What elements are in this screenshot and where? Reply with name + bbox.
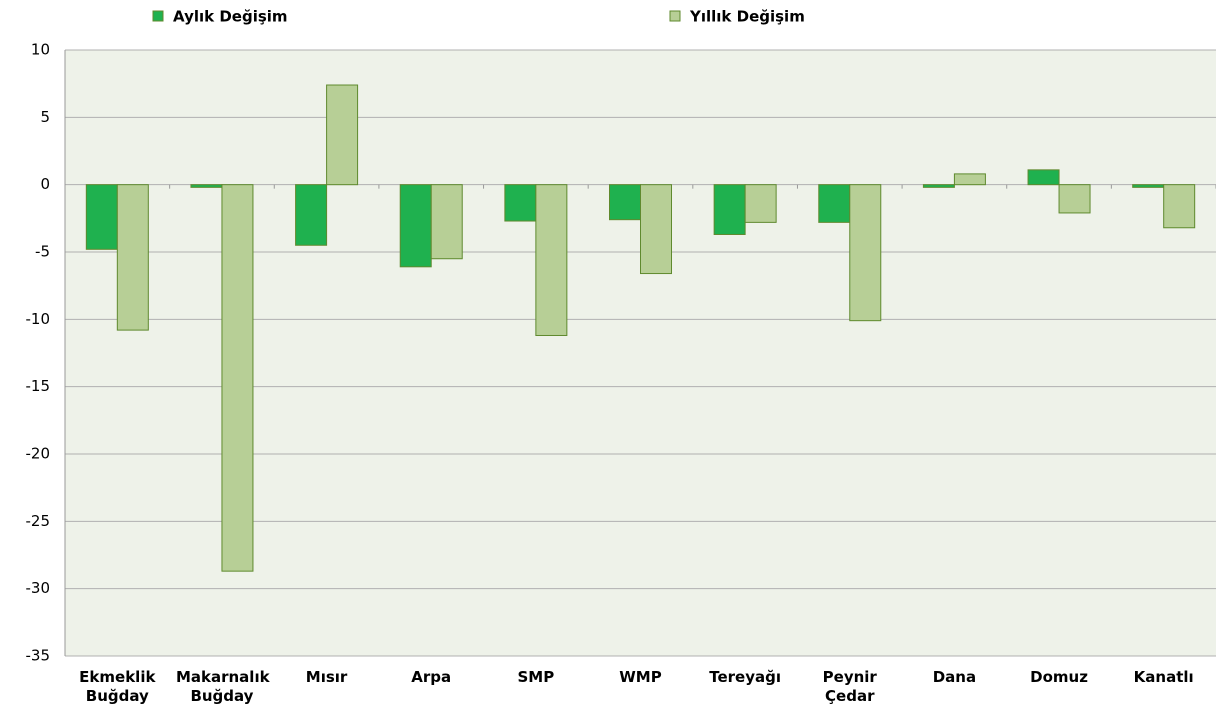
y-tick-label: 10 xyxy=(31,41,50,59)
x-tick-label: Dana xyxy=(932,668,977,686)
plot-area xyxy=(65,50,1216,656)
x-tick-label: Domuz xyxy=(1030,668,1088,686)
y-tick-label: -5 xyxy=(35,243,50,261)
y-tick-label: -30 xyxy=(26,579,51,597)
y-tick-label: -15 xyxy=(26,377,51,395)
x-tick-label: Ekmeklik Buğday xyxy=(79,668,156,705)
bar xyxy=(922,184,955,188)
bar xyxy=(1027,169,1060,186)
x-tick-label: Mısır xyxy=(305,668,348,686)
y-tick-label: 0 xyxy=(40,175,50,193)
bar xyxy=(190,184,223,188)
bar xyxy=(1132,184,1165,188)
x-tick-label: Makarnalık Buğday xyxy=(175,668,270,705)
bar xyxy=(849,184,882,322)
y-tick-label: -25 xyxy=(26,512,51,530)
bar xyxy=(504,184,537,222)
bar xyxy=(818,184,851,223)
legend-label: Yıllık Değişim xyxy=(689,8,805,26)
bar xyxy=(326,84,359,186)
y-tick-label: -20 xyxy=(26,445,51,463)
bar xyxy=(1163,184,1196,229)
bar xyxy=(399,184,432,268)
x-tick-label: Peynir Çedar xyxy=(822,668,877,705)
bar xyxy=(953,173,986,186)
x-tick-label: SMP xyxy=(517,668,555,686)
bar xyxy=(85,184,118,250)
y-tick-label: 5 xyxy=(40,108,50,126)
bar xyxy=(221,184,254,572)
y-tick-label: -10 xyxy=(26,310,51,328)
legend-swatch xyxy=(152,10,164,22)
bar xyxy=(744,184,777,223)
x-tick-label: Kanatlı xyxy=(1133,668,1194,686)
x-tick-label: WMP xyxy=(619,668,662,686)
y-tick-label: -35 xyxy=(26,647,51,665)
bar xyxy=(535,184,568,336)
bar xyxy=(430,184,463,260)
bar xyxy=(713,184,746,235)
legend-label: Aylık Değişim xyxy=(173,8,288,26)
x-tick-label: Arpa xyxy=(411,668,452,686)
bar xyxy=(640,184,672,275)
x-tick-label: Tereyağı xyxy=(709,668,781,686)
bar xyxy=(295,184,328,246)
bar xyxy=(1058,184,1091,214)
bar xyxy=(116,184,149,331)
legend-swatch xyxy=(669,10,681,22)
bar xyxy=(609,184,641,221)
